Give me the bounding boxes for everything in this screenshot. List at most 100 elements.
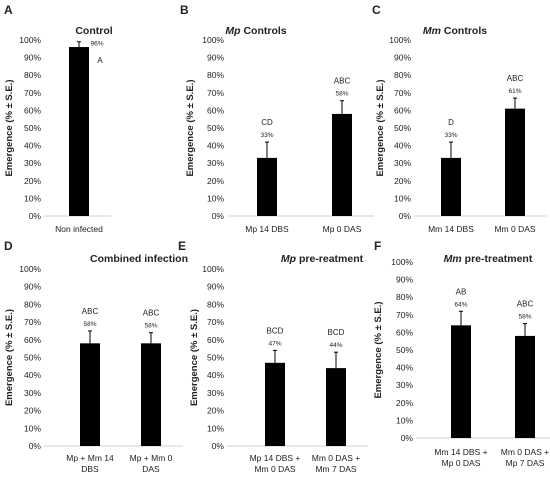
y-tick-label: 40% xyxy=(394,141,411,151)
y-tick-label: 10% xyxy=(396,415,413,425)
panel-letter: C xyxy=(372,3,381,17)
y-tick-label: 40% xyxy=(24,370,41,380)
y-tick-label: 10% xyxy=(207,423,224,433)
significance-label: ABC xyxy=(334,77,351,86)
panel-letter: F xyxy=(374,239,381,253)
value-label: 58% xyxy=(518,314,531,321)
panel-title: Combined infection xyxy=(90,253,188,265)
y-tick-label: 0% xyxy=(212,211,225,221)
y-tick-label: 20% xyxy=(207,176,224,186)
y-tick-label: 20% xyxy=(24,176,41,186)
panel-title: Mp pre-reatment xyxy=(281,253,364,265)
bar xyxy=(515,335,535,438)
value-label: 58% xyxy=(335,91,348,98)
significance-label: BCD xyxy=(267,326,284,335)
y-axis-label: Emergence (% ± S.E.) xyxy=(373,301,384,398)
y-tick-label: 50% xyxy=(24,123,41,133)
panel-title: Mp Controls xyxy=(225,25,286,37)
y-tick-label: 70% xyxy=(24,88,41,98)
significance-label: ABC xyxy=(517,300,534,309)
y-tick-label: 10% xyxy=(207,193,224,203)
category-label: Mm 14 DBS xyxy=(428,224,474,234)
y-tick-label: 60% xyxy=(394,105,411,115)
y-tick-label: 40% xyxy=(24,141,41,151)
y-tick-label: 90% xyxy=(394,53,411,63)
bar xyxy=(80,343,100,446)
y-tick-label: 100% xyxy=(19,264,41,274)
y-tick-label: 40% xyxy=(396,363,413,373)
bar xyxy=(265,362,285,446)
y-tick-label: 20% xyxy=(207,406,224,416)
y-axis-label: Emergence (% ± S.E.) xyxy=(4,79,15,176)
bar xyxy=(441,157,461,216)
y-tick-label: 0% xyxy=(29,441,42,451)
y-tick-label: 10% xyxy=(24,193,41,203)
y-tick-label: 0% xyxy=(212,441,225,451)
y-tick-label: 90% xyxy=(207,53,224,63)
y-tick-label: 0% xyxy=(29,211,42,221)
y-tick-label: 50% xyxy=(396,345,413,355)
value-label: 96% xyxy=(90,40,103,47)
category-label: DBS xyxy=(81,464,99,474)
y-tick-label: 50% xyxy=(394,123,411,133)
y-tick-label: 80% xyxy=(207,299,224,309)
value-label: 64% xyxy=(454,301,467,308)
y-tick-label: 90% xyxy=(207,282,224,292)
category-label: Mm 0 DAS + xyxy=(501,447,549,457)
y-tick-label: 40% xyxy=(207,370,224,380)
y-tick-label: 0% xyxy=(399,211,412,221)
y-tick-label: 70% xyxy=(207,88,224,98)
y-tick-label: 70% xyxy=(24,317,41,327)
y-tick-label: 60% xyxy=(207,335,224,345)
bar xyxy=(257,157,277,216)
y-tick-label: 80% xyxy=(394,70,411,80)
y-tick-label: 60% xyxy=(24,105,41,115)
category-label: DAS xyxy=(142,464,160,474)
significance-label: ABC xyxy=(143,309,160,318)
significance-label: ABC xyxy=(507,74,524,83)
y-tick-label: 30% xyxy=(394,158,411,168)
y-tick-label: 90% xyxy=(396,275,413,285)
category-label: Mp + Mm 14 xyxy=(66,453,114,463)
y-axis-label: Emergence (% ± S.E.) xyxy=(375,79,386,176)
panel-title: Control xyxy=(75,25,112,37)
value-label: 44% xyxy=(329,342,342,349)
bar xyxy=(69,47,89,216)
y-axis-label: Emergence (% ± S.E.) xyxy=(4,309,15,406)
y-tick-label: 70% xyxy=(394,88,411,98)
significance-label: AB xyxy=(456,287,467,296)
y-tick-label: 90% xyxy=(24,53,41,63)
y-tick-label: 80% xyxy=(24,70,41,80)
y-tick-label: 100% xyxy=(202,35,224,45)
value-label: 58% xyxy=(144,323,157,330)
y-tick-label: 80% xyxy=(207,70,224,80)
category-label: Mm 0 DAS xyxy=(254,464,295,474)
category-label: Mm 14 DBS + xyxy=(434,447,487,457)
category-label: Mm 0 DAS + xyxy=(312,453,360,463)
category-label: Mp 7 DAS xyxy=(506,458,545,468)
y-tick-label: 30% xyxy=(207,158,224,168)
significance-label: BCD xyxy=(328,328,345,337)
value-label: 33% xyxy=(260,132,273,139)
y-tick-label: 0% xyxy=(401,433,414,443)
y-tick-label: 100% xyxy=(202,264,224,274)
panel-letter: D xyxy=(4,239,13,253)
panel-title: Mm Controls xyxy=(423,25,487,37)
y-tick-label: 10% xyxy=(24,423,41,433)
y-tick-label: 100% xyxy=(389,35,411,45)
y-tick-label: 50% xyxy=(24,353,41,363)
category-label: Mm 7 DAS xyxy=(315,464,356,474)
y-tick-label: 40% xyxy=(207,141,224,151)
y-tick-label: 100% xyxy=(19,35,41,45)
category-label: Mp 0 DAS xyxy=(442,458,481,468)
y-axis-label: Emergence (% ± S.E.) xyxy=(185,79,196,176)
y-tick-label: 50% xyxy=(207,123,224,133)
category-label: Mm 0 DAS xyxy=(494,224,535,234)
bar xyxy=(332,113,352,216)
y-tick-label: 100% xyxy=(391,257,413,267)
category-label: Mp 14 DBS + xyxy=(250,453,301,463)
panel-letter: E xyxy=(178,239,186,253)
y-tick-label: 80% xyxy=(396,292,413,302)
value-label: 58% xyxy=(83,321,96,328)
y-tick-label: 20% xyxy=(24,406,41,416)
